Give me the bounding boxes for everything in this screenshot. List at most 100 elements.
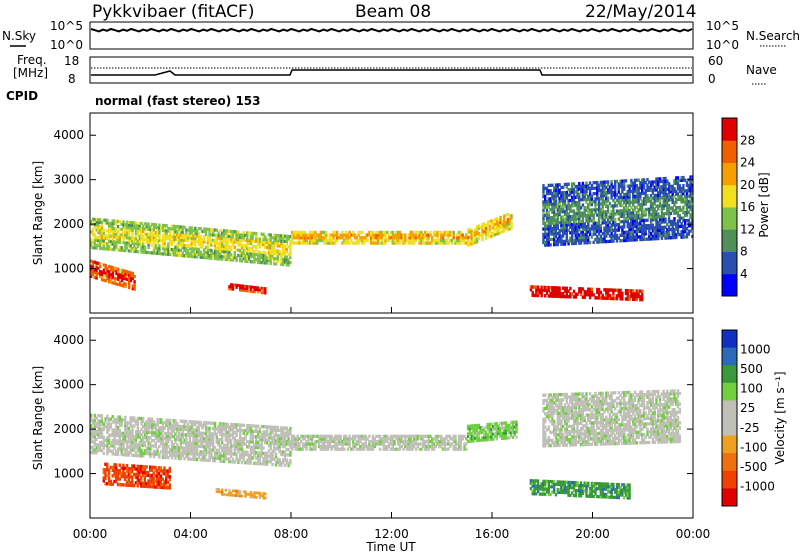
power-cell <box>109 280 113 284</box>
velocity-cell <box>308 445 312 449</box>
power-cell <box>581 203 585 207</box>
power-cell <box>466 236 470 240</box>
velocity-cell <box>161 439 165 443</box>
power-cell <box>127 231 131 235</box>
velocity-cell <box>269 457 272 461</box>
power-cell <box>605 291 608 295</box>
power-cell <box>156 251 159 255</box>
velocity-cell <box>90 450 93 455</box>
power-cell <box>204 232 208 236</box>
power-cell <box>619 288 622 293</box>
velocity-cell <box>334 447 337 451</box>
power-cell <box>569 215 572 219</box>
velocity-cell <box>423 439 427 444</box>
velocity-cell <box>185 449 188 453</box>
power-cell <box>657 182 660 186</box>
velocity-cell <box>422 445 425 449</box>
power-cell <box>554 234 558 239</box>
power-cell <box>626 297 629 301</box>
power-cell <box>131 239 134 243</box>
power-cell <box>140 245 143 249</box>
velocity-cell <box>217 448 220 452</box>
velocity-cell <box>312 442 315 446</box>
velocity-cell <box>348 439 351 444</box>
power-cell <box>623 184 626 189</box>
power-cell <box>282 262 285 267</box>
power-cell <box>603 215 606 219</box>
power-cell <box>420 238 423 243</box>
power-cell <box>400 238 403 243</box>
power-cell <box>626 217 629 221</box>
velocity-cell <box>154 431 157 435</box>
power-cell <box>113 235 116 239</box>
power-cell <box>587 241 590 245</box>
power-cell <box>565 196 568 200</box>
power-cell <box>361 241 364 245</box>
power-cell <box>628 192 631 196</box>
velocity-cell <box>197 452 201 456</box>
power-cell <box>179 233 183 237</box>
power-cell <box>576 206 579 210</box>
power-cell <box>553 226 556 231</box>
power-cell <box>553 207 556 212</box>
power-cell <box>637 197 640 201</box>
velocity-cell <box>186 452 190 456</box>
velocity-cell <box>115 417 118 422</box>
power-cell <box>249 252 253 256</box>
power-cell <box>612 223 615 227</box>
velocity-cell <box>239 455 242 459</box>
velocity-cell <box>208 450 211 454</box>
velocity-cell <box>95 437 98 442</box>
velocity-cell <box>188 452 192 456</box>
power-cell <box>409 238 412 243</box>
velocity-cell <box>142 441 145 445</box>
velocity-cell <box>95 451 98 455</box>
velocity-cell <box>129 450 132 455</box>
power-cell <box>95 243 98 247</box>
power-cell <box>113 269 116 273</box>
cpid-label: CPID <box>6 89 38 103</box>
power-cell <box>226 232 229 236</box>
velocity-cell <box>90 426 93 431</box>
velocity-cell <box>115 425 118 430</box>
power-cell <box>395 233 398 237</box>
power-cell <box>578 217 581 221</box>
power-cell <box>242 254 245 258</box>
velocity-cell <box>269 460 272 464</box>
power-cell <box>667 214 671 218</box>
power-cell <box>239 256 242 260</box>
power-cell <box>633 186 637 191</box>
power-cell <box>199 250 202 254</box>
velocity-cell <box>382 434 385 438</box>
power-cell <box>644 180 647 185</box>
velocity-cell <box>192 431 195 435</box>
power-cell <box>289 248 292 252</box>
velocity-cell <box>440 445 443 449</box>
power-cell <box>610 180 613 184</box>
velocity-cell <box>208 440 211 444</box>
power-cell <box>244 257 247 261</box>
velocity-cell <box>253 453 256 457</box>
velocity-cell <box>239 431 242 435</box>
velocity-cell <box>411 442 414 446</box>
velocity-cell <box>165 455 168 460</box>
velocity-cell <box>195 449 199 454</box>
power-cell <box>181 246 184 250</box>
power-cell <box>235 240 238 244</box>
power-cell <box>558 210 561 214</box>
power-cell <box>477 231 481 235</box>
velocity-cell <box>195 439 199 443</box>
power-cell <box>554 186 558 190</box>
power-cell <box>558 289 561 293</box>
velocity-cell <box>156 434 159 438</box>
power-cell <box>452 230 455 235</box>
power-cell <box>131 236 134 240</box>
velocity-cell <box>423 442 427 446</box>
power-cell <box>662 177 665 181</box>
power-cell <box>605 191 608 195</box>
velocity-cell <box>231 444 235 448</box>
velocity-cell <box>152 452 156 456</box>
power-cell <box>133 285 136 289</box>
velocity-cell <box>177 432 181 436</box>
velocity-cell <box>111 433 114 437</box>
